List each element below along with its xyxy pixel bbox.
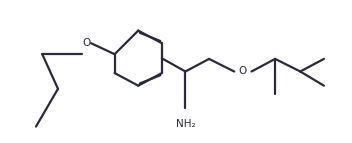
Text: NH₂: NH₂ — [176, 119, 195, 129]
Text: O: O — [239, 66, 247, 77]
Text: O: O — [82, 38, 90, 48]
